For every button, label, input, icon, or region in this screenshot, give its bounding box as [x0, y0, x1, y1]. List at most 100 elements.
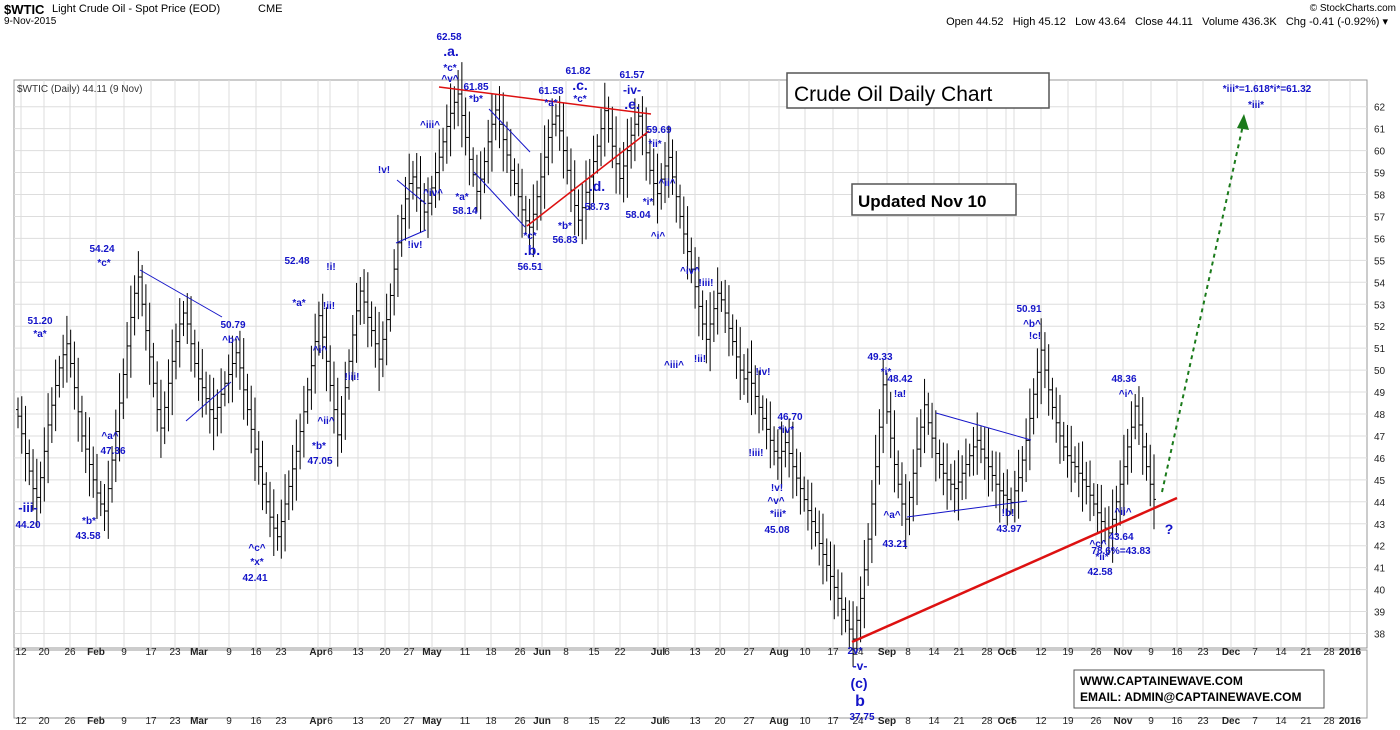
price-bar	[610, 106, 615, 169]
price-bar	[268, 481, 273, 538]
price-bar	[647, 138, 652, 185]
price-bar	[862, 539, 867, 629]
x-tick-label: 17	[827, 647, 839, 658]
price-bar	[222, 371, 227, 407]
price-bar	[941, 442, 946, 496]
y-tick-label: 39	[1374, 608, 1386, 619]
price-bar	[234, 338, 239, 378]
price-bar	[46, 393, 51, 484]
price-bar	[892, 410, 897, 493]
x-tick-label: Aug	[769, 647, 788, 658]
price-bar	[711, 290, 716, 343]
wave-annotation: 44.20	[15, 520, 40, 531]
wave-annotation: *b*	[312, 441, 326, 452]
price-bar	[155, 361, 160, 432]
x-tick-label: Sep	[878, 647, 896, 658]
x-tick-label: 15	[588, 716, 600, 727]
price-bar	[264, 472, 269, 514]
price-bar	[328, 345, 333, 402]
wave-channel-line	[488, 108, 531, 153]
price-bar	[535, 180, 540, 231]
wave-annotation: *a*	[544, 98, 557, 109]
price-bar	[125, 322, 130, 399]
price-bar	[252, 397, 257, 481]
price-bar	[196, 341, 201, 401]
x-tick-label: May	[422, 647, 442, 658]
x-tick-label: 11	[460, 716, 471, 727]
x-tick-label: 21	[953, 647, 965, 658]
price-bar	[219, 368, 224, 434]
x-tick-label: 6	[327, 647, 333, 658]
price-bar	[121, 358, 126, 420]
price-bar	[215, 389, 220, 437]
price-bar	[72, 341, 77, 410]
price-bar	[87, 417, 92, 497]
wave-annotation: 50.79	[220, 320, 245, 331]
price-bar	[354, 282, 359, 363]
y-tick-label: 52	[1374, 322, 1386, 333]
x-tick-label: 8	[563, 647, 569, 658]
x-tick-label: Oct	[998, 716, 1015, 727]
x-tick-label: 14	[928, 647, 940, 658]
wave-annotation: ^a^	[101, 431, 118, 442]
price-bar	[952, 460, 957, 513]
wave-annotation: *b*	[82, 516, 96, 527]
price-bar	[76, 357, 81, 442]
price-bar	[553, 103, 558, 137]
wave-annotation: 2v*	[847, 646, 862, 657]
price-bar	[384, 293, 389, 366]
price-bar	[632, 98, 637, 162]
x-tick-label: 23	[169, 716, 181, 727]
wave-annotation: !ii!	[323, 301, 335, 312]
x-tick-label: 13	[689, 647, 701, 658]
price-bar	[489, 94, 494, 172]
wave-annotation: 42.41	[242, 573, 267, 584]
x-tick-label: 21	[1300, 716, 1312, 727]
price-bar	[772, 426, 777, 466]
price-bar	[471, 147, 476, 187]
wave-annotation: *iii*	[770, 509, 786, 520]
price-bar	[794, 448, 799, 497]
price-bar	[662, 142, 667, 204]
wave-annotation: !v!	[771, 483, 783, 494]
wave-annotation: (c)	[850, 675, 867, 691]
x-tick-label: 8	[905, 647, 911, 658]
wave-annotation: 50.91	[1016, 304, 1041, 315]
price-bar	[358, 277, 363, 325]
y-tick-label: 56	[1374, 234, 1386, 245]
price-bar	[764, 398, 769, 450]
price-bar	[1069, 425, 1074, 493]
price-bar	[64, 315, 69, 383]
price-bar	[395, 214, 400, 298]
price-bar	[260, 440, 265, 511]
wave-annotation: 61.82	[565, 66, 590, 77]
price-bar	[441, 127, 446, 172]
price-bar	[625, 118, 630, 198]
price-bar	[31, 449, 36, 511]
price-bar	[1039, 318, 1044, 405]
price-bar	[1121, 434, 1126, 517]
price-bar	[734, 319, 739, 379]
wave-annotation: *b*	[469, 94, 483, 105]
price-bar	[741, 354, 746, 395]
price-bar	[516, 163, 521, 217]
wave-annotation: -iv-	[623, 83, 641, 97]
price-bar	[832, 544, 837, 620]
price-bar	[809, 482, 814, 550]
x-tick-label: Dec	[1222, 716, 1241, 727]
price-bar	[49, 387, 54, 443]
triangle-support-line	[526, 130, 650, 227]
price-bar	[380, 321, 385, 378]
price-bar	[444, 104, 449, 164]
price-bar	[614, 116, 619, 194]
price-bar	[1054, 387, 1059, 443]
wave-annotation: !b!	[1002, 508, 1015, 519]
price-bar	[113, 409, 118, 483]
x-tick-label: 10	[799, 647, 811, 658]
price-bar	[1050, 377, 1055, 420]
price-bar	[580, 183, 585, 245]
wave-annotation: 43.21	[882, 539, 907, 550]
price-bar	[520, 168, 525, 238]
x-tick-label: Nov	[1114, 647, 1133, 658]
price-bar	[798, 452, 803, 515]
